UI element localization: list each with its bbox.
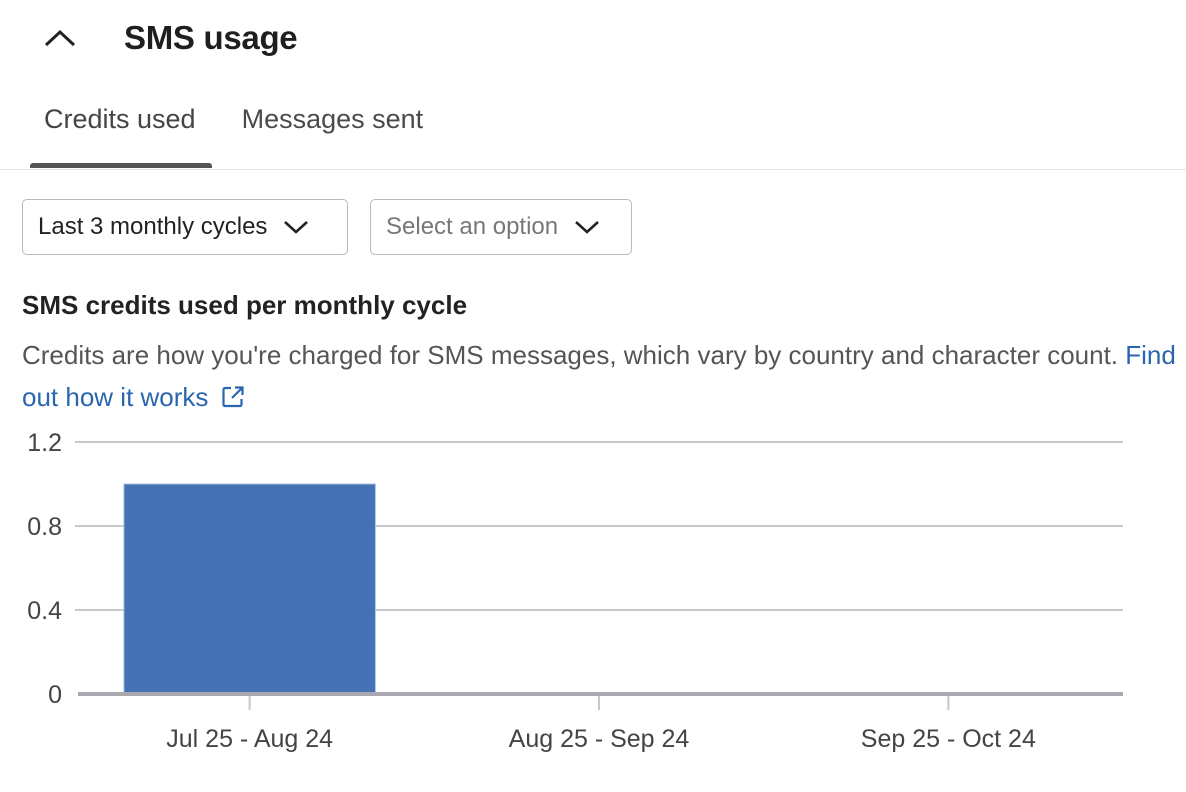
x-tick-label: Sep 25 - Oct 24 <box>861 725 1036 753</box>
bar <box>123 483 376 695</box>
y-tick-label: 0 <box>48 681 62 709</box>
section-header: SMS usage <box>40 18 298 58</box>
chevron-up-icon <box>44 29 76 47</box>
tab-bar: Credits used Messages sent <box>28 96 439 168</box>
chevron-down-icon <box>575 221 599 234</box>
chevron-down-icon <box>284 221 309 234</box>
collapse-button[interactable] <box>40 18 80 58</box>
external-link-icon <box>222 386 244 408</box>
link-label: Find out how it works <box>22 340 1176 412</box>
chart-description: Credits are how you're charged for SMS m… <box>22 334 1182 418</box>
y-tick-label: 1.2 <box>27 429 62 457</box>
tab-credits-used[interactable]: Credits used <box>28 96 212 168</box>
description-text: Credits are how you're charged for SMS m… <box>22 340 1119 370</box>
period-select[interactable]: Last 3 monthly cycles <box>22 199 348 255</box>
y-tick-label: 0.8 <box>27 513 62 541</box>
tab-divider <box>0 169 1186 170</box>
option-select[interactable]: Select an option <box>370 199 632 255</box>
page-title: SMS usage <box>124 19 298 56</box>
find-out-link[interactable]: Find out how it works <box>22 340 1176 412</box>
chart-title: SMS credits used per monthly cycle <box>22 290 468 320</box>
option-select-placeholder: Select an option <box>386 213 559 240</box>
x-tick-label: Aug 25 - Sep 24 <box>509 725 690 753</box>
y-tick-label: 0.4 <box>27 597 62 625</box>
period-select-value: Last 3 monthly cycles <box>38 213 268 240</box>
x-tick-label: Jul 25 - Aug 24 <box>166 725 333 753</box>
tab-messages-sent[interactable]: Messages sent <box>241 104 424 134</box>
